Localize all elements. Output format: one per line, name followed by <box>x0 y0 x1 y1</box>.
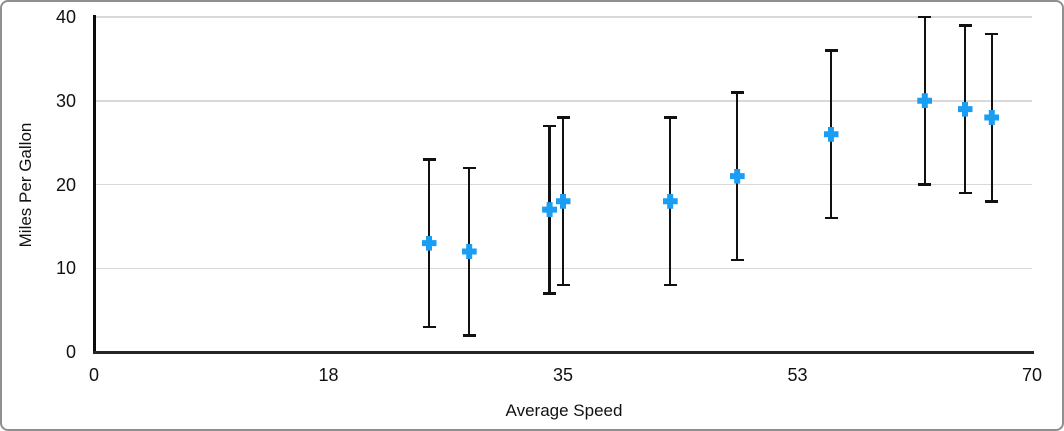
error-bar-cap-top <box>824 49 838 52</box>
gridline-y-40 <box>94 16 1032 18</box>
y-axis-line <box>92 15 96 352</box>
y-tick-label: 30 <box>55 90 76 111</box>
x-axis-line <box>92 350 1034 354</box>
error-bar-cap-bottom <box>958 191 972 195</box>
data-point-marker[interactable] <box>917 93 933 109</box>
error-bar-cap-top <box>422 158 436 161</box>
error-bar-cap-bottom <box>543 292 557 295</box>
data-point-marker[interactable] <box>662 193 678 209</box>
error-bar-cap-bottom <box>824 216 838 220</box>
data-point-marker[interactable] <box>421 235 437 251</box>
data-point-marker[interactable] <box>542 202 558 218</box>
data-point-marker[interactable] <box>823 126 839 142</box>
error-bar-cap-bottom <box>985 200 999 203</box>
error-bar-cap-top <box>543 124 557 128</box>
error-bar-cap-bottom <box>462 334 476 337</box>
error-bar-cap-bottom <box>556 283 570 287</box>
error-bar-cap-top <box>958 24 972 27</box>
x-tick-label: 0 <box>88 365 99 385</box>
error-bar-cap-bottom <box>663 283 677 287</box>
data-point-marker[interactable] <box>957 101 973 117</box>
error-bar-cap-top <box>556 116 570 119</box>
error-bar-cap-bottom <box>422 325 436 329</box>
x-tick-label: 35 <box>552 365 574 385</box>
y-tick-label: 10 <box>55 258 76 279</box>
data-point-marker[interactable] <box>461 244 477 259</box>
y-tick-label: 0 <box>65 342 76 362</box>
y-tick-label: 20 <box>55 174 76 195</box>
error-bar-cap-top <box>663 116 677 119</box>
data-point-marker[interactable] <box>984 110 1000 125</box>
x-tick-label: 18 <box>318 365 339 385</box>
error-bar-cap-top <box>985 32 999 35</box>
error-bar-cap-top <box>730 91 744 94</box>
x-tick-label: 53 <box>787 365 808 385</box>
y-tick-label: 40 <box>55 7 76 27</box>
data-point-marker[interactable] <box>555 193 571 209</box>
data-point-marker[interactable] <box>729 168 745 184</box>
error-bar-cap-top <box>462 166 476 169</box>
error-bar-cap-bottom <box>730 258 744 262</box>
error-bar-cap-top <box>918 15 932 19</box>
gridline-y-30 <box>94 100 1032 102</box>
x-tick-label: 70 <box>1021 365 1043 385</box>
x-axis-title: Average Speed <box>505 401 623 420</box>
error-bar-cap-bottom <box>918 183 932 186</box>
